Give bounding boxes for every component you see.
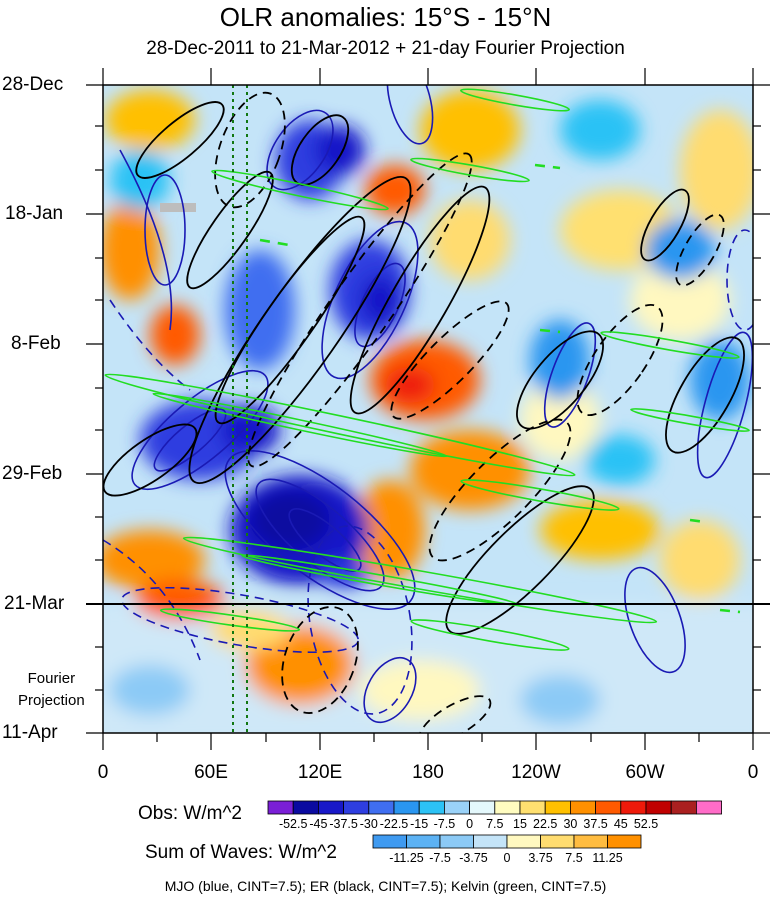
- kelvin-contours: [104, 88, 750, 651]
- obs-colorbar-label: 52.5: [633, 817, 659, 831]
- x-tick-label: 0: [97, 762, 109, 783]
- x-tick-label: 0: [747, 762, 759, 783]
- sum-colorbar-label: -3.75: [459, 851, 488, 865]
- sum-colorbar-swatch: [573, 834, 608, 849]
- sum-colorbar-label: -7.5: [429, 851, 451, 865]
- x-tick-label: 60W: [625, 762, 665, 783]
- obs-colorbar-swatch: [620, 800, 647, 815]
- chart-title: OLR anomalies: 15°S - 15°N: [219, 2, 552, 32]
- x-tick-label: 120E: [297, 762, 343, 783]
- x-ticks: [102, 68, 754, 750]
- obs-colorbar-label: 0: [466, 817, 474, 831]
- y-ticks: [86, 84, 770, 734]
- x-tick-label: 60E: [194, 762, 228, 783]
- sum-colorbar-label: -11.25: [389, 851, 424, 865]
- obs-colorbar: [267, 800, 723, 815]
- er-negative-contours: [214, 91, 725, 733]
- obs-colorbar-label: 22.5: [533, 817, 558, 831]
- obs-colorbar-title: Obs: W/m^2: [138, 803, 242, 824]
- obs-colorbar-label: 15: [513, 817, 527, 831]
- caption: MJO (blue, CINT=7.5); ER (black, CINT=7.…: [164, 878, 607, 894]
- sum-colorbar-label: 11.25: [592, 851, 623, 865]
- obs-colorbar-label: -15: [410, 817, 429, 831]
- y-tick-label: 21-Mar: [4, 593, 65, 614]
- obs-colorbar-swatch: [494, 800, 521, 815]
- obs-colorbar-swatch: [595, 800, 622, 815]
- olr-field: [103, 90, 753, 733]
- obs-colorbar-swatch: [519, 800, 546, 815]
- chart-subtitle: 28-Dec-2011 to 21-Mar-2012 + 21-day Four…: [146, 38, 625, 59]
- obs-colorbar-swatch: [469, 800, 496, 815]
- obs-colorbar-swatch: [544, 800, 571, 815]
- fourier-projection-label: Fourier Projection: [18, 670, 85, 709]
- obs-colorbar-swatch: [393, 800, 420, 815]
- reference-longitude-lines: [232, 85, 248, 733]
- sum-colorbar-swatch: [506, 834, 541, 849]
- obs-colorbar-label: -45: [309, 817, 328, 831]
- sum-colorbar-label: 0: [503, 851, 511, 865]
- y-tick-label: 8-Feb: [11, 333, 61, 354]
- sum-colorbar-title: Sum of Waves: W/m^2: [145, 842, 337, 863]
- y-tick-label: 29-Feb: [2, 463, 63, 484]
- obs-colorbar-label: -30: [359, 817, 378, 831]
- sum-colorbar-swatch: [439, 834, 474, 849]
- obs-colorbar-swatch: [696, 800, 723, 815]
- y-tick-label: 28-Dec: [2, 74, 64, 95]
- plot-area: [103, 85, 753, 733]
- obs-colorbar-label: 7.5: [486, 817, 504, 831]
- obs-colorbar-swatch: [670, 800, 697, 815]
- sum-colorbar-swatch: [406, 834, 441, 849]
- obs-colorbar-label: -37.5: [329, 817, 358, 831]
- obs-colorbar-swatch: [317, 800, 344, 815]
- obs-colorbar-swatch: [418, 800, 445, 815]
- obs-colorbar-swatch: [443, 800, 470, 815]
- obs-colorbar-swatch: [645, 800, 672, 815]
- obs-colorbar-swatch: [343, 800, 370, 815]
- obs-colorbar-label: -7.5: [433, 817, 456, 831]
- obs-colorbar-label: 45: [613, 817, 628, 831]
- x-tick-label: 120W: [511, 762, 561, 783]
- obs-colorbar-swatch: [292, 800, 319, 815]
- y-tick-label: 18-Jan: [5, 203, 64, 224]
- obs-colorbar-swatch: [368, 800, 395, 815]
- obs-colorbar-label: -52.5: [278, 817, 308, 831]
- sum-colorbar-swatch: [473, 834, 508, 849]
- y-tick-label: 11-Apr: [2, 722, 58, 743]
- sum-colorbar-swatch: [372, 834, 407, 849]
- sum-colorbar-swatch: [540, 834, 575, 849]
- x-tick-label: 180: [412, 762, 444, 783]
- er-contours: [103, 101, 745, 635]
- sum-colorbar: [372, 834, 642, 849]
- mjo-negative-contours: [103, 229, 753, 715]
- sum-colorbar-swatch: [607, 834, 642, 849]
- obs-colorbar-label: -22.5: [379, 817, 409, 831]
- obs-colorbar-swatch: [267, 800, 294, 815]
- sum-colorbar-label: 3.75: [528, 851, 553, 865]
- obs-colorbar-swatch: [570, 800, 597, 815]
- obs-colorbar-label: 30: [563, 817, 578, 831]
- missing-data-patch: [160, 203, 196, 212]
- sum-colorbar-label: 7.5: [565, 851, 583, 865]
- obs-colorbar-label: 37.5: [583, 817, 608, 831]
- kelvin-negative-contours: [259, 163, 741, 614]
